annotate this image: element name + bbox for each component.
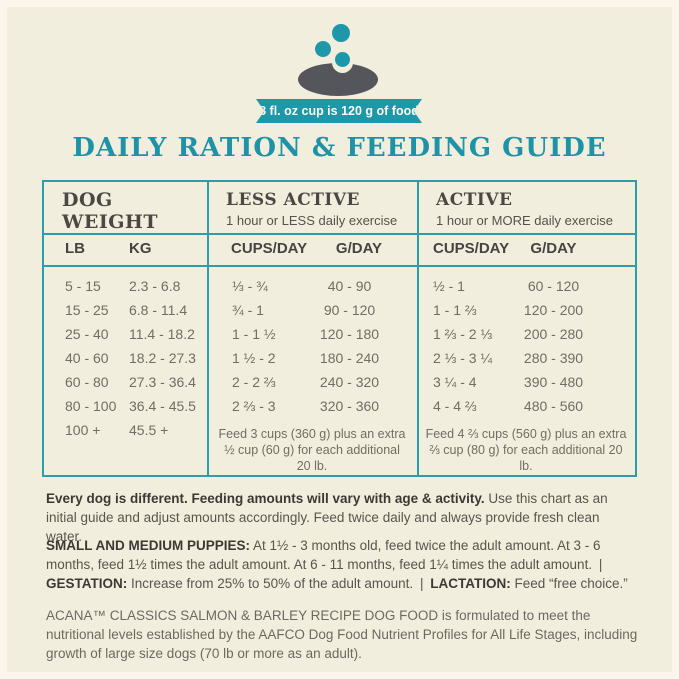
less-grams-value: 320 - 360 [319, 398, 380, 414]
less-cups-value: 2 - 2 ⅔ [232, 374, 276, 390]
active-grams-value: 280 - 390 [523, 350, 584, 366]
active-cups-value: 1 - 1 ⅔ [433, 302, 477, 318]
active-grams-column-header: G/DAY [530, 240, 577, 257]
feeding-guide-table: DOG WEIGHT LESS ACTIVE 1 hour or LESS da… [42, 180, 637, 477]
subheader-divider [44, 265, 635, 267]
active-cups-value: 3 ¼ - 4 [433, 374, 477, 390]
column-divider [207, 182, 209, 475]
lactation-label: LACTATION: [430, 576, 511, 591]
puppies-text: At 1½ - 3 months old, feed twice the adu… [46, 538, 601, 572]
general-feeding-note-bold: Every dog is different. Feeding amounts … [46, 491, 485, 506]
less-active-subtitle: 1 hour or LESS daily exercise [226, 213, 398, 228]
less-cups-value: 1 - 1 ½ [232, 326, 276, 342]
less-grams-value: 90 - 120 [323, 302, 376, 318]
dog-weight-header: DOG WEIGHT [62, 189, 159, 233]
page-title: DAILY RATION & FEEDING GUIDE [72, 133, 607, 163]
table-row: 60 - 80 27.3 - 36.4 2 - 2 ⅔ 240 - 320 3 … [44, 371, 635, 395]
kibble-dot-icon [315, 41, 331, 57]
less-cups-value: 2 ⅔ - 3 [232, 398, 276, 414]
kg-range: 18.2 - 27.3 [129, 350, 196, 366]
table-row: 25 - 40 11.4 - 18.2 1 - 1 ½ 120 - 180 1 … [44, 323, 635, 347]
kg-range: 36.4 - 45.5 [129, 398, 196, 414]
puppies-gestation-lactation-note: SMALL AND MEDIUM PUPPIES: At 1½ - 3 mont… [46, 536, 638, 593]
active-title: ACTIVE [436, 190, 513, 210]
cup-measure-text: 8 fl. oz cup is 120 g of food [259, 104, 419, 118]
kibble-dot-icon [335, 52, 350, 67]
gestation-text: Increase from 25% to 50% of the adult am… [131, 576, 414, 591]
puppies-label: SMALL AND MEDIUM PUPPIES: [46, 538, 251, 553]
table-row: 15 - 25 6.8 - 11.4 ¾ - 1 90 - 120 1 - 1 … [44, 299, 635, 323]
kg-range: 45.5 + [129, 422, 169, 438]
lb-range: 25 - 40 [65, 326, 109, 342]
active-grams-value: 390 - 480 [523, 374, 584, 390]
active-grams-value: 60 - 120 [527, 278, 580, 294]
table-row: 100 + 45.5 + [44, 419, 635, 443]
lb-range: 40 - 60 [65, 350, 109, 366]
table-row: 40 - 60 18.2 - 27.3 1 ½ - 2 180 - 240 2 … [44, 347, 635, 371]
kg-range: 2.3 - 6.8 [129, 278, 181, 294]
aafco-statement: ACANA™ CLASSICS SALMON & BARLEY RECIPE D… [46, 608, 638, 661]
active-subtitle: 1 hour or MORE daily exercise [436, 213, 614, 228]
less-active-extra-note: Feed 3 cups (360 g) plus an extra ½ cup … [218, 427, 406, 473]
bowl-icon [295, 22, 387, 98]
lb-range: 80 - 100 [65, 398, 117, 414]
active-grams-value: 120 - 200 [523, 302, 584, 318]
separator: | [419, 576, 424, 591]
kibble-dot-icon [332, 24, 350, 42]
active-extra-note: Feed 4 ⅔ cups (560 g) plus an extra ⅔ cu… [425, 427, 627, 473]
lactation-text: Feed “free choice.” [514, 576, 628, 591]
general-feeding-note-rest: Use this chart as an initial guide and a… [46, 491, 608, 544]
gestation-label: GESTATION: [46, 576, 128, 591]
kg-range: 27.3 - 36.4 [129, 374, 196, 390]
lb-range: 60 - 80 [65, 374, 109, 390]
lb-range: 15 - 25 [65, 302, 109, 318]
column-divider [417, 182, 419, 475]
less-grams-value: 120 - 180 [319, 326, 380, 342]
table-row: 80 - 100 36.4 - 45.5 2 ⅔ - 3 320 - 360 4… [44, 395, 635, 419]
table-body: 5 - 15 2.3 - 6.8 ⅓ - ¾ 40 - 90 ½ - 1 60 … [44, 275, 635, 443]
kg-column-header: KG [129, 240, 152, 257]
active-cups-value: 1 ⅔ - 2 ⅓ [433, 326, 493, 342]
lb-range: 100 + [65, 422, 101, 438]
active-header: ACTIVE 1 hour or MORE daily exercise [436, 190, 613, 228]
lb-column-header: LB [65, 240, 85, 257]
active-cups-value: 2 ⅓ - 3 ¼ [433, 350, 493, 366]
separator: | [598, 557, 603, 572]
active-cups-column-header: CUPS/DAY [433, 240, 510, 257]
active-cups-value: ½ - 1 [433, 278, 465, 294]
less-grams-value: 40 - 90 [327, 278, 372, 294]
header-divider [44, 233, 635, 235]
cup-measure-banner: 8 fl. oz cup is 120 g of food [256, 99, 422, 123]
kg-range: 6.8 - 11.4 [129, 302, 188, 318]
less-grams-value: 240 - 320 [319, 374, 380, 390]
active-cups-value: 4 - 4 ⅔ [433, 398, 477, 414]
table-row: 5 - 15 2.3 - 6.8 ⅓ - ¾ 40 - 90 ½ - 1 60 … [44, 275, 635, 299]
less-cups-column-header: CUPS/DAY [231, 240, 308, 257]
less-active-title: LESS ACTIVE [226, 190, 360, 210]
less-grams-value: 180 - 240 [319, 350, 380, 366]
lb-range: 5 - 15 [65, 278, 101, 294]
active-grams-value: 200 - 280 [523, 326, 584, 342]
less-cups-value: ⅓ - ¾ [232, 278, 268, 294]
less-grams-column-header: G/DAY [335, 240, 383, 257]
general-feeding-note: Every dog is different. Feeding amounts … [46, 489, 638, 546]
active-grams-value: 480 - 560 [523, 398, 584, 414]
less-cups-value: 1 ½ - 2 [232, 350, 276, 366]
kg-range: 11.4 - 18.2 [129, 326, 195, 342]
less-active-header: LESS ACTIVE 1 hour or LESS daily exercis… [226, 190, 397, 228]
less-cups-value: ¾ - 1 [232, 302, 264, 318]
